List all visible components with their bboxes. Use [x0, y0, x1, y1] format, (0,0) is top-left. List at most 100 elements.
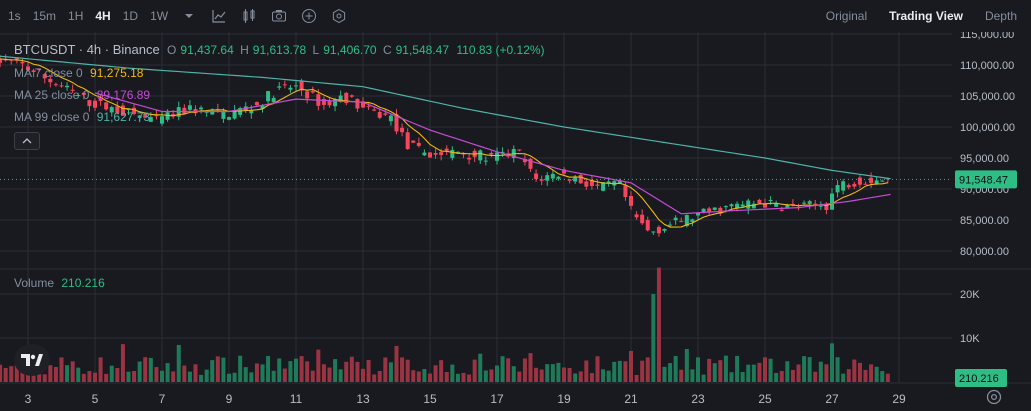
candle-body [182, 107, 187, 114]
candle-body [735, 203, 740, 209]
timeframe-1h[interactable]: 1H [68, 9, 84, 23]
ma99-label: MA 99 close 0 [14, 110, 90, 124]
screenshot-camera-icon[interactable] [264, 0, 294, 32]
timeframe-4h[interactable]: 4H [95, 9, 111, 23]
candle-body [227, 117, 231, 120]
chart-settings-icon[interactable] [324, 0, 354, 32]
volume-bar [483, 370, 488, 382]
volume-bar [684, 349, 689, 382]
timeframe-15m[interactable]: 15m [32, 9, 57, 23]
candle-body [355, 98, 360, 109]
volume-bar [846, 369, 851, 382]
volume-bar [880, 371, 885, 382]
price-tick-label: 95,000.00 [960, 153, 1009, 165]
volume-bar [757, 362, 762, 382]
volume-bar [299, 356, 304, 382]
ma25-value: 89,176.89 [96, 88, 151, 102]
volume-bar [735, 355, 740, 382]
current-volume-badge [955, 369, 1007, 387]
view-original-tab[interactable]: Original [825, 9, 868, 23]
candle-body [824, 203, 829, 211]
x-tick-label: 9 [226, 392, 233, 406]
volume-bar [243, 367, 248, 382]
volume-bar [545, 364, 550, 382]
candle-body [299, 81, 304, 91]
volume-bar [746, 364, 751, 382]
candle-body [93, 100, 97, 108]
candle-body [846, 185, 851, 188]
candle-body [187, 105, 192, 110]
timeframe-1d[interactable]: 1D [122, 9, 139, 23]
candle-body [528, 158, 533, 169]
volume-bar [65, 365, 70, 382]
volume-bar [612, 361, 617, 382]
candle-body [841, 181, 846, 191]
volume-bar [701, 374, 706, 382]
candle-body [679, 221, 684, 223]
volume-bar [400, 357, 405, 382]
volume-bar [796, 364, 801, 382]
volume-bar [333, 359, 338, 382]
x-tick-label: 15 [423, 392, 437, 406]
volume-bar [578, 371, 583, 382]
candle-body [534, 173, 539, 179]
volume-bar [562, 367, 566, 382]
more-timeframes-chevron-down-icon[interactable] [174, 0, 204, 32]
volume-bar [662, 366, 667, 382]
candle-body [863, 183, 868, 185]
candle-body [818, 205, 823, 207]
candle-body [321, 99, 326, 105]
candle-body [785, 205, 790, 208]
candle-body [98, 99, 103, 102]
volume-bar [729, 372, 734, 382]
candle-body [260, 105, 265, 109]
candle-body [668, 224, 673, 226]
candle-body [109, 107, 114, 113]
volume-bar [651, 294, 656, 382]
timeframe-1w[interactable]: 1W [150, 9, 169, 23]
volume-bar [835, 357, 840, 382]
indicator-line-chart-icon[interactable] [204, 0, 234, 32]
volume-bar [751, 364, 756, 382]
candle-body [517, 149, 522, 151]
ma25-line [94, 92, 891, 215]
volume-bar [366, 360, 371, 382]
view-depth-tab[interactable]: Depth [984, 9, 1017, 23]
volume-bar [171, 371, 176, 382]
add-indicator-plus-icon[interactable] [294, 0, 324, 32]
high-value: 91,613.78 [252, 43, 307, 57]
price-chart[interactable]: 3 5 7 9 11 13 15 17 19 21 23 25 27 29 115,000.00 110,00… [0, 32, 1031, 411]
volume-bar [511, 366, 516, 382]
candle-body [774, 203, 779, 207]
candle-body [556, 176, 561, 179]
x-tick-label: 13 [356, 392, 370, 406]
candle-body [584, 181, 589, 187]
ma99-value: 91,627.73 [96, 110, 151, 124]
candle-body [562, 169, 566, 174]
close-value: 91,548.47 [395, 43, 450, 57]
ma7-label: MA 7 close 0 [14, 66, 83, 80]
timeframe-1s[interactable]: 1s [8, 9, 21, 23]
volume-bar [126, 371, 131, 382]
volume-bar [690, 369, 695, 382]
tradingview-logo[interactable] [14, 344, 50, 376]
candle-body [830, 193, 834, 210]
volume-bar [785, 361, 790, 382]
candle-body [757, 199, 762, 204]
x-tick-label: 27 [825, 392, 839, 406]
candle-body [210, 110, 215, 115]
axis-settings-button[interactable] [985, 388, 1003, 406]
volume-bar [428, 373, 432, 382]
volume-bar [539, 369, 544, 382]
volume-bar [444, 372, 449, 382]
collapse-legend-button[interactable] [14, 132, 40, 150]
chart-type-candles-icon[interactable] [234, 0, 264, 32]
volume-bar [601, 369, 606, 382]
x-tick-label: 23 [691, 392, 705, 406]
candle-body [433, 153, 438, 155]
volume-bar [98, 357, 103, 382]
candle-body [115, 106, 120, 113]
view-trading-view-tab[interactable]: Trading View [889, 9, 963, 23]
candle-body [813, 203, 818, 205]
x-tick-label: 7 [159, 392, 166, 406]
